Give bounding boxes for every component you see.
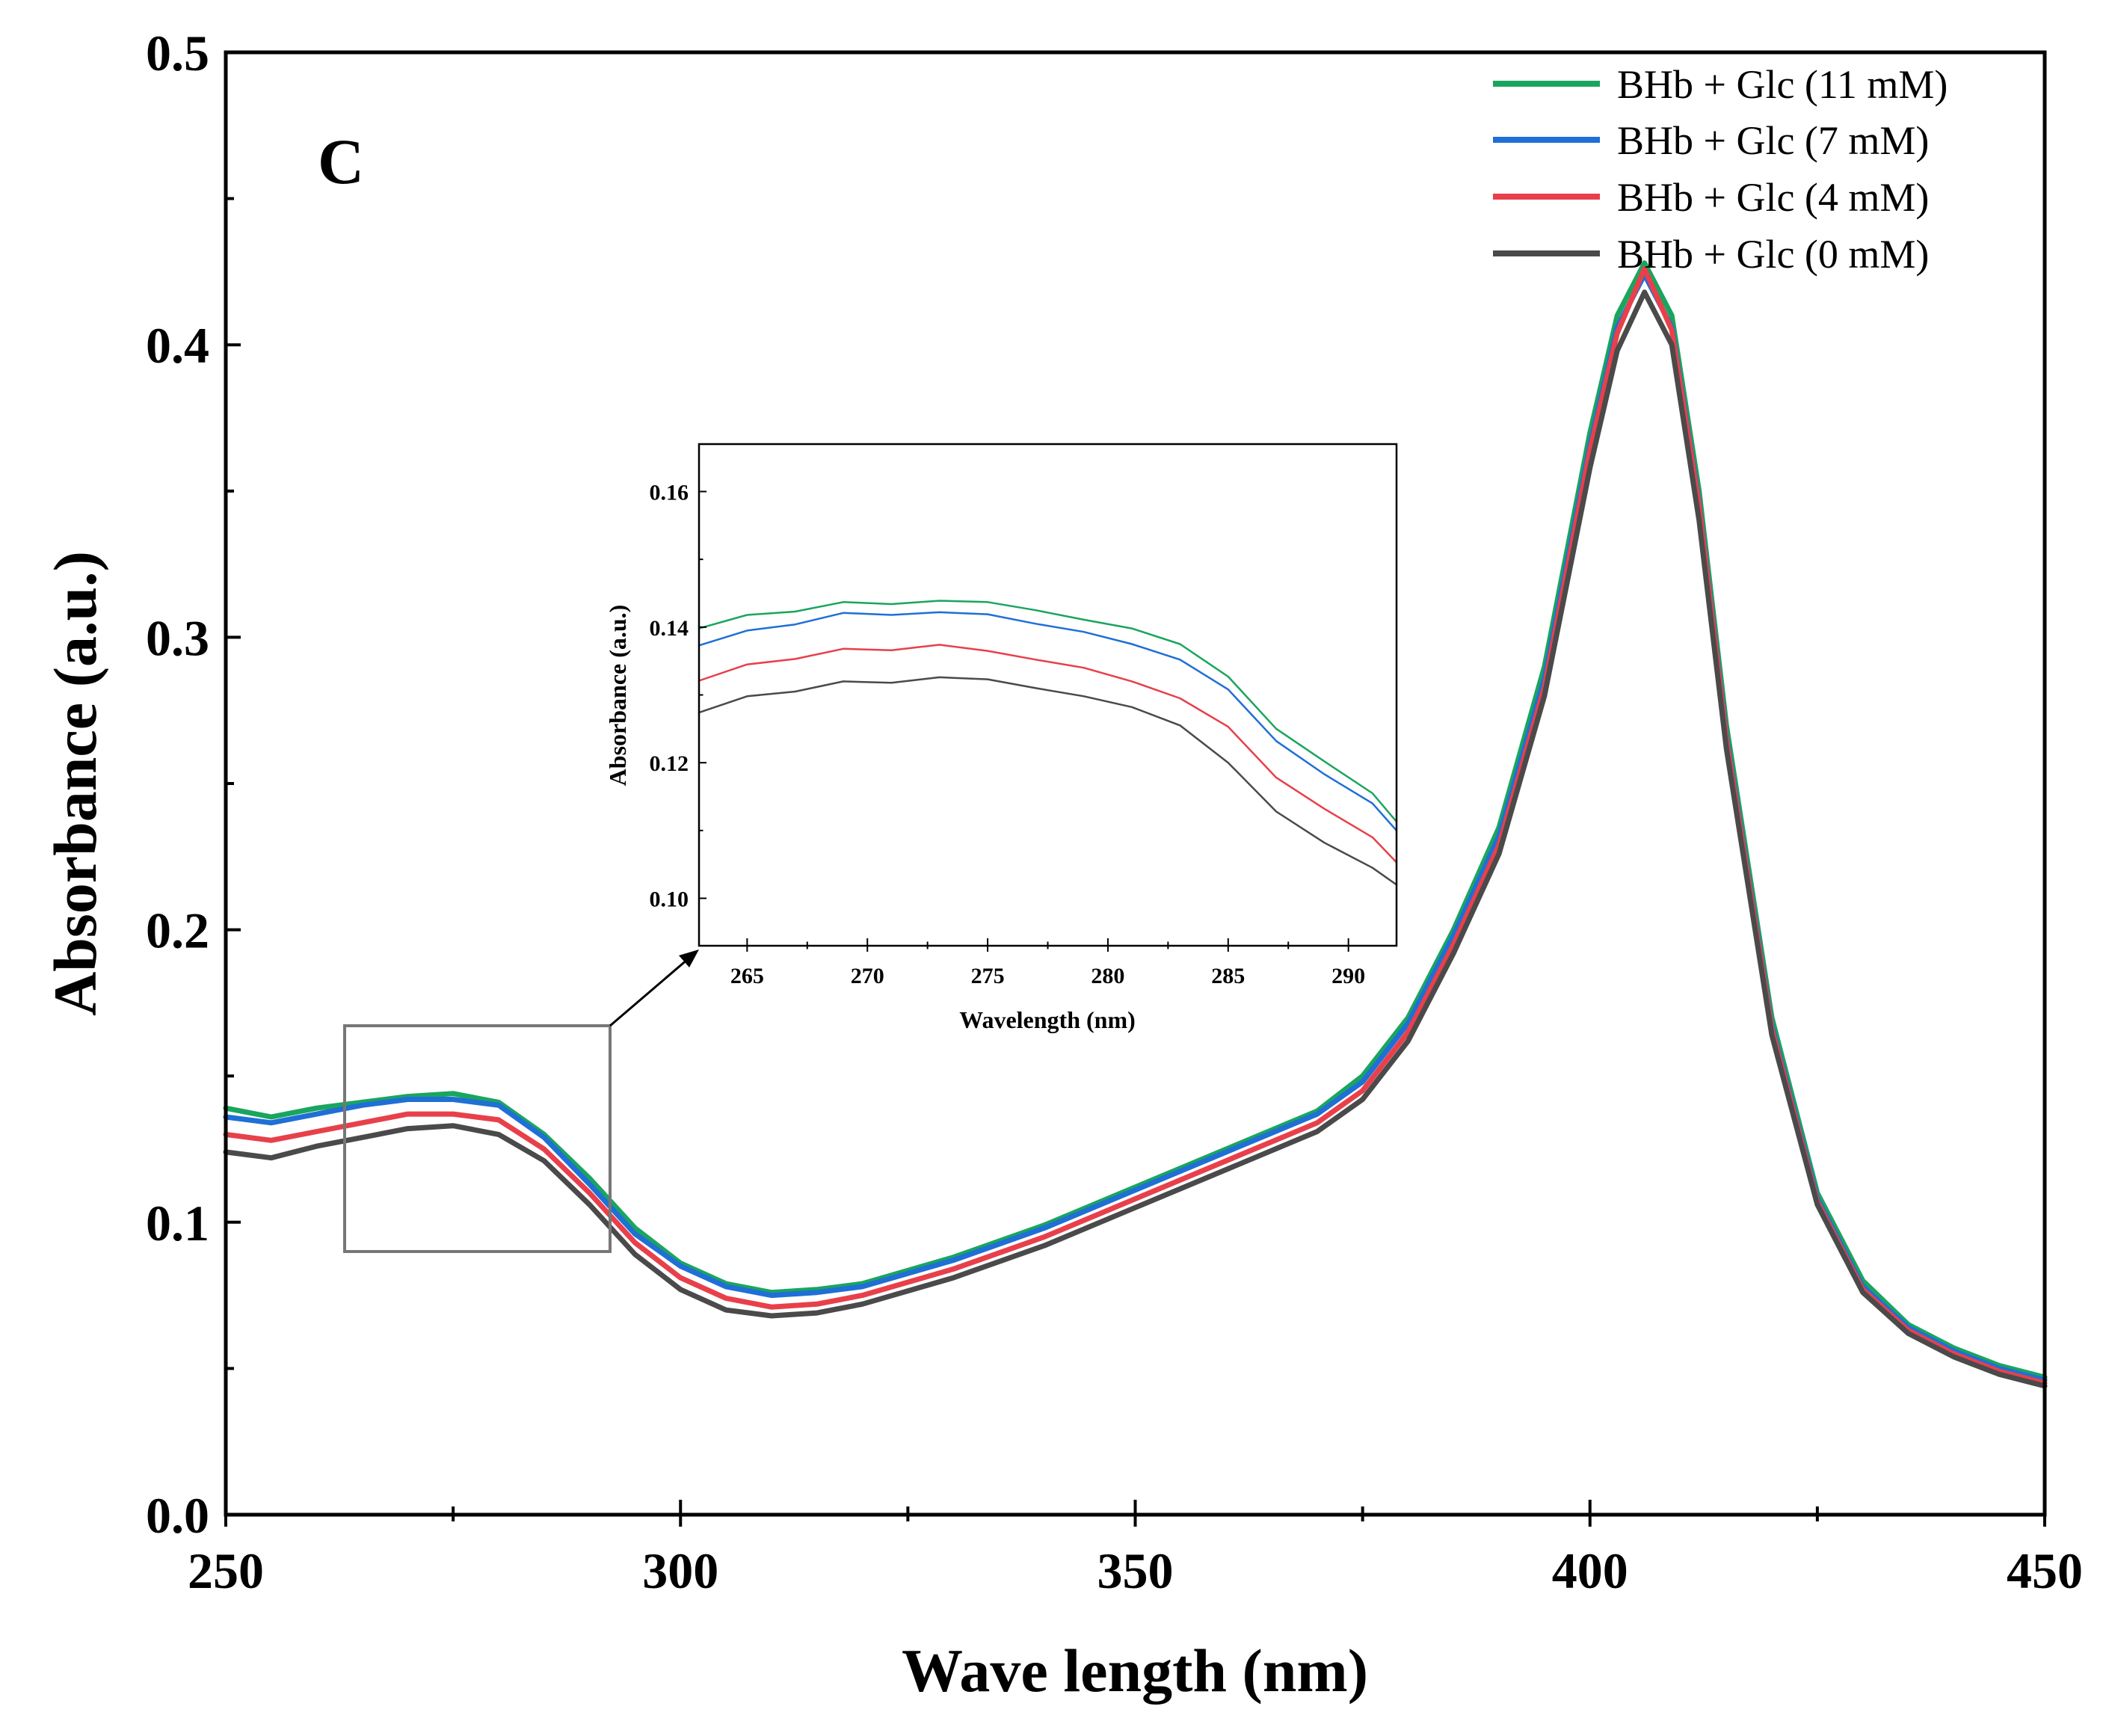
inset-x-axis-label: Wavelength (nm) — [959, 1006, 1136, 1033]
main-y-ticks: 0.0 0.1 0.2 0.3 0.4 0.5 — [146, 25, 241, 1544]
legend: BHb + Glc (11 mM) BHb + Glc (7 mM) BHb +… — [1493, 62, 1948, 277]
main-y-tick-label: 0.3 — [146, 609, 209, 666]
main-y-tick-label: 0.4 — [146, 317, 209, 374]
inset-series-bhb-glc-11-mm — [698, 600, 1398, 823]
inset-plot: 0.10 0.12 0.14 0.16 265 270 275 280 285 290 Wave… — [604, 443, 1398, 1033]
inset-x-tick-label: 285 — [1211, 964, 1245, 988]
main-x-tick-label: 400 — [1552, 1542, 1628, 1599]
legend-label-11mm: BHb + Glc (11 mM) — [1617, 62, 1948, 107]
inset-y-tick-label: 0.14 — [650, 616, 689, 641]
zoom-arrow-head — [679, 949, 699, 967]
main-x-ticks: 250 300 350 400 450 — [188, 1500, 2083, 1599]
inset-y-ticks: 0.10 0.12 0.14 0.16 — [650, 480, 706, 912]
zoom-arrow-line — [609, 958, 689, 1027]
inset-x-tick-label: 275 — [971, 964, 1005, 988]
main-y-tick-label: 0.1 — [146, 1195, 209, 1252]
inset-x-tick-label: 290 — [1331, 964, 1365, 988]
zoom-region-box — [343, 1024, 612, 1253]
inset-series-group — [698, 600, 1398, 886]
panel-label: C — [318, 126, 364, 197]
main-series-group — [223, 260, 2048, 1389]
main-x-tick-label: 250 — [188, 1542, 264, 1599]
legend-label-4mm: BHb + Glc (4 mM) — [1617, 175, 1929, 220]
main-x-tick-label: 350 — [1097, 1542, 1174, 1599]
inset-plot-area — [699, 444, 1397, 946]
inset-y-tick-label: 0.16 — [650, 480, 689, 505]
inset-y-axis-label: Absorbance (a.u.) — [604, 605, 631, 787]
inset-x-tick-label: 280 — [1091, 964, 1124, 988]
main-y-tick-label: 0.0 — [146, 1487, 209, 1544]
main-y-axis-label: Absorbance (a.u.) — [41, 551, 109, 1016]
inset-x-ticks: 265 270 275 280 285 290 — [730, 938, 1365, 988]
inset-series-bhb-glc-4-mm — [698, 644, 1398, 864]
inset-y-tick-label: 0.12 — [650, 751, 689, 776]
main-y-tick-label: 0.2 — [146, 902, 209, 959]
main-x-tick-label: 300 — [642, 1542, 718, 1599]
main-y-tick-label: 0.5 — [146, 25, 209, 81]
legend-label-7mm: BHb + Glc (7 mM) — [1617, 118, 1929, 163]
inset-series-bhb-glc-7-mm — [698, 611, 1398, 832]
inset-y-tick-label: 0.10 — [650, 887, 689, 912]
inset-series-bhb-glc-0-mm — [698, 676, 1398, 886]
main-x-axis-label: Wave length (nm) — [902, 1637, 1368, 1705]
inset-x-tick-label: 270 — [851, 964, 884, 988]
main-x-tick-label: 450 — [2007, 1542, 2083, 1599]
main-series-bhb-glc-0-mm — [223, 289, 2048, 1389]
legend-label-0mm: BHb + Glc (0 mM) — [1617, 232, 1929, 277]
inset-x-tick-label: 265 — [730, 964, 764, 988]
